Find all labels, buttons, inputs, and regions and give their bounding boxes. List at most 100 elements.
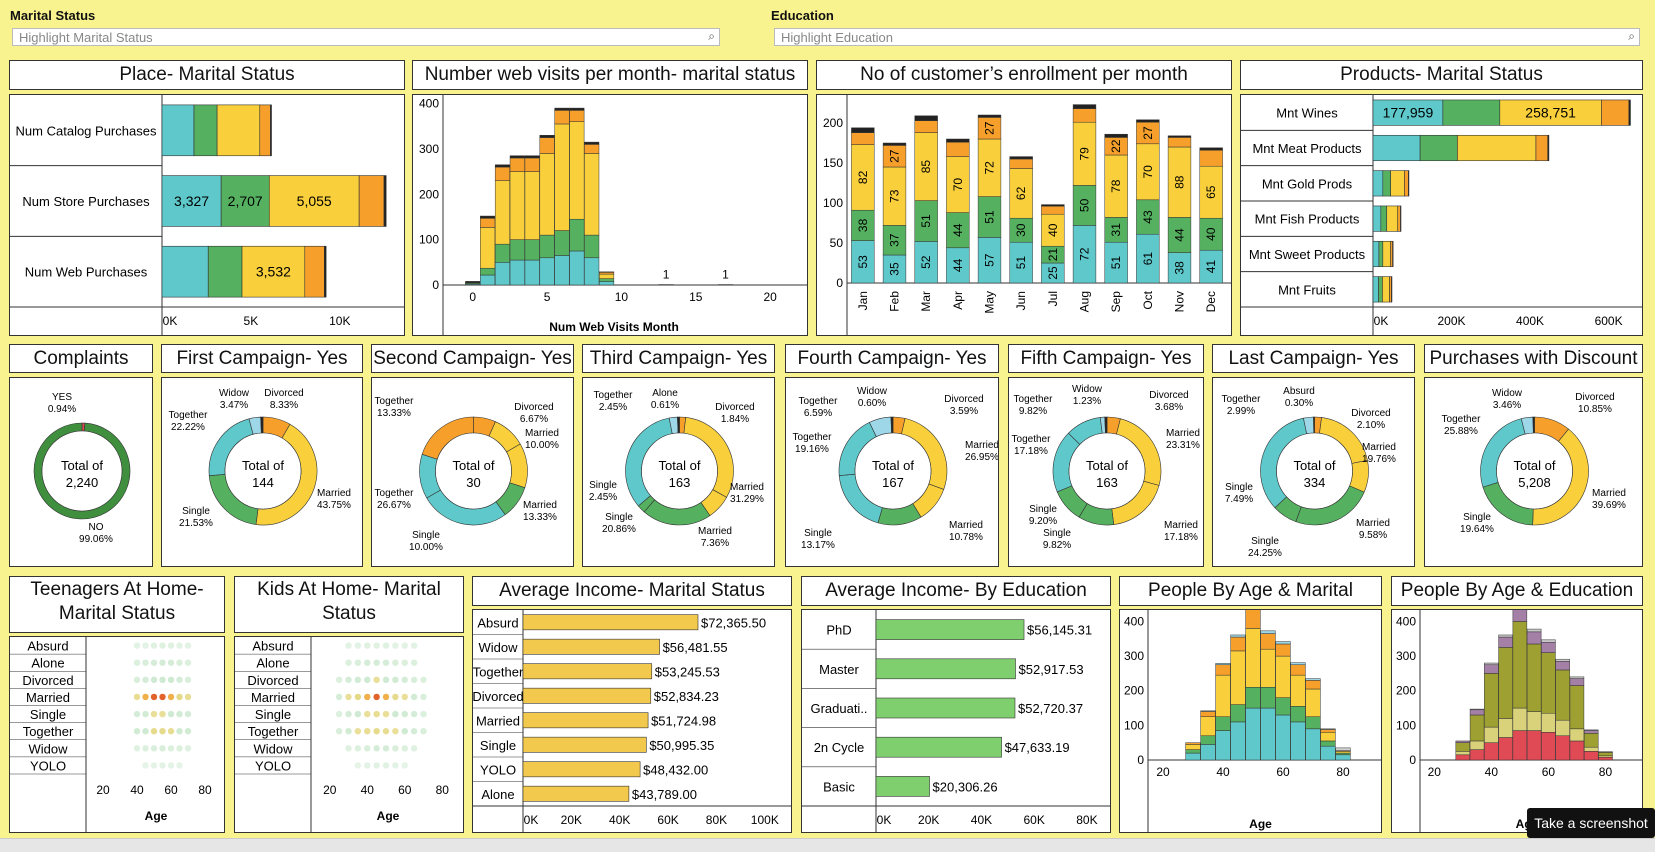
x-tick-label: 80 [198, 783, 212, 797]
donut-annotation-value: 0.94% [48, 404, 76, 415]
bar-segment [207, 245, 243, 298]
bar-segment [1512, 730, 1528, 761]
donut-annotation-label: Married [1164, 520, 1198, 531]
bar-segment [1335, 754, 1351, 761]
bar-label: 51 [1109, 256, 1123, 270]
row-label: Widow [28, 741, 68, 756]
bar-label: 51 [919, 214, 933, 228]
bar-segment [584, 141, 600, 145]
bar-segment [161, 175, 222, 227]
bar-segment [1484, 664, 1499, 674]
bar [522, 638, 660, 655]
bar-segment [161, 104, 195, 157]
donut-annotation-value: 21.53% [179, 518, 213, 529]
scatter-point [364, 693, 371, 701]
bar-segment [1382, 170, 1391, 197]
x-tick-label: 15 [689, 290, 703, 304]
scatter-point [345, 642, 352, 649]
search-icon[interactable]: ⌕ [708, 29, 715, 43]
scatter-point [354, 745, 362, 752]
scatter-point [401, 642, 408, 649]
donut-annotation-label: Single [605, 512, 633, 523]
row-label: Num Catalog Purchases [16, 123, 157, 138]
scatter-point [401, 745, 408, 752]
donut-hole [41, 430, 123, 512]
bar-segment [1320, 728, 1336, 730]
bar-label: 50 [1078, 198, 1092, 212]
scatter-point [373, 642, 380, 649]
bar-segment [1230, 634, 1246, 638]
bar-segment [1104, 133, 1128, 138]
web-visits-chart: 0 100 200 300 400 0 5 10 15 20 Num Web Visits Mont… [412, 94, 808, 336]
donut-annotation-label: Together [793, 432, 833, 443]
screenshot-tooltip[interactable]: Take a screenshot [1527, 808, 1655, 838]
bar-segment [1555, 735, 1570, 761]
x-tick-label: 0K [524, 813, 539, 827]
donut-annotation-label: NO [89, 522, 104, 533]
scatter-point [184, 659, 192, 666]
bar-label: 27 [888, 149, 902, 163]
bar-segment [268, 175, 360, 227]
bar-segment [569, 107, 585, 111]
row-label: Num Store Purchases [22, 194, 150, 209]
bar-segment [1380, 205, 1388, 232]
donut-annotation-value: 20.86% [602, 524, 636, 535]
scatter-point [354, 727, 362, 735]
row-label: Mnt Fruits [1278, 282, 1336, 297]
row-label: Together [473, 664, 524, 679]
bar-segment [1320, 740, 1336, 747]
bar-segment [1167, 135, 1192, 138]
search-icon[interactable]: ⌕ [1628, 29, 1635, 43]
bar-segment [1598, 751, 1613, 753]
scatter-point [345, 676, 352, 684]
bar-segment [1386, 205, 1399, 232]
bar-segment [1541, 641, 1556, 653]
donut-annotation-value: 39.69% [1592, 500, 1626, 511]
x-tick-label: Aug [1078, 291, 1092, 312]
donut-annotation-value: 6.59% [804, 408, 832, 419]
scatter-point [364, 710, 371, 718]
tab-strip [0, 838, 1655, 852]
donut-annotation-value: 7.36% [701, 538, 729, 549]
bar-segment [1541, 639, 1556, 643]
bar-segment [539, 257, 555, 286]
bar-segment [1547, 134, 1550, 162]
scatter-point [354, 659, 362, 666]
disc-chart: Total of 5,208 Divorced 10.85% Married 39.69%… [1424, 377, 1643, 567]
scatter-point [410, 727, 418, 735]
donut-annotation-value: 24.25% [1248, 548, 1282, 559]
bar-label: 51 [983, 210, 997, 224]
row-label: Widow [478, 640, 518, 655]
bar-segment [1372, 205, 1382, 232]
bar-segment [1601, 99, 1630, 126]
scatter-point [133, 676, 141, 684]
enroll-chart: 0 50 100 150 200 Jan Feb Mar Apr May Jun Jul Aug Sep O… [816, 94, 1232, 336]
bar-segment [161, 245, 209, 298]
scatter-point [133, 745, 141, 752]
row-label: Num Web Purchases [25, 265, 148, 280]
bar-segment [1455, 740, 1471, 743]
bar-segment [554, 110, 570, 125]
bar-segment [1230, 721, 1246, 761]
x-tick-label: 5K [244, 314, 259, 328]
teens-title: Teenagers At Home- Marital Status [9, 576, 225, 633]
donut-annotation-label: Married [1362, 442, 1396, 453]
bar-label: 82 [856, 170, 870, 184]
scatter-point [167, 693, 175, 701]
scatter-point [176, 710, 183, 718]
bar-label: 1 [722, 268, 729, 282]
scatter-point [410, 745, 418, 752]
x-tick-label: 20 [96, 783, 110, 797]
c5-chart: Total of 163 Divorced 3.68% Married 23.31% Mar… [1008, 377, 1204, 567]
bar-segment [383, 175, 387, 227]
marital-filter-placeholder: Highlight Marital Status [19, 30, 153, 45]
bar-label: $51,724.98 [651, 713, 716, 728]
marital-filter-label: Marital Status [10, 8, 96, 23]
x-tick-label: 60K [1024, 813, 1045, 827]
bar-segment [914, 120, 938, 133]
marital-filter-input[interactable]: Highlight Marital Status ⌕ [12, 28, 720, 46]
bar-segment [1512, 621, 1528, 709]
row-label: Alone [256, 656, 289, 671]
education-filter-input[interactable]: Highlight Education ⌕ [774, 28, 1640, 46]
bar [875, 697, 1016, 719]
